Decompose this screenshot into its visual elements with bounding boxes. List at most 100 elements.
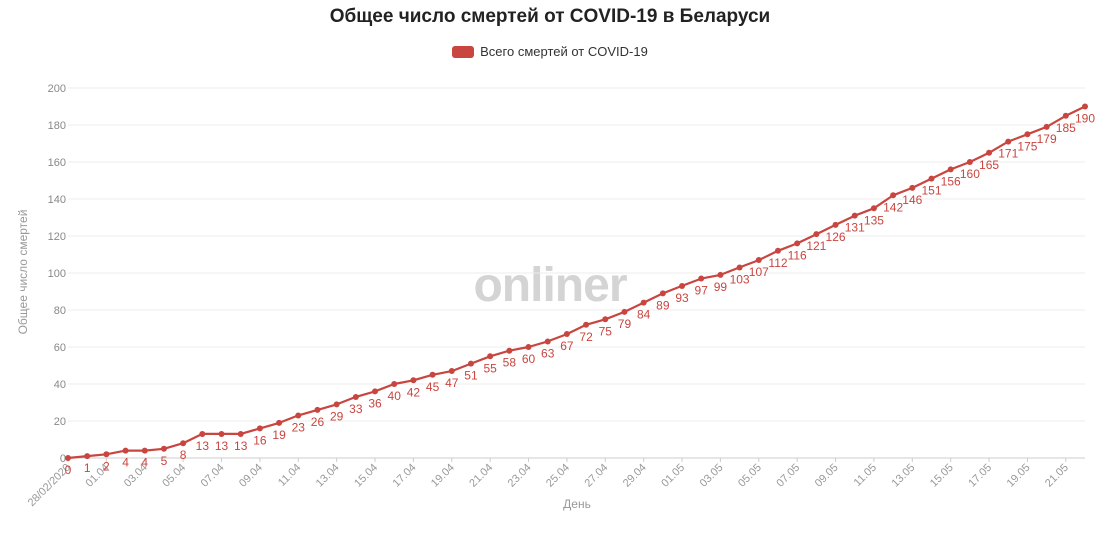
y-tick-label: 80	[54, 305, 66, 317]
data-label: 175	[1017, 139, 1037, 153]
data-point	[180, 440, 187, 447]
data-point	[909, 184, 916, 191]
data-label: 79	[618, 317, 632, 331]
x-tick-label: 11.05	[852, 462, 879, 489]
legend[interactable]: Всего смертей от COVID-19	[0, 44, 1100, 59]
data-point	[256, 425, 263, 432]
grid	[68, 87, 1085, 459]
data-label: 160	[960, 167, 980, 181]
data-point	[832, 221, 839, 228]
x-tick-label: 21.05	[1043, 462, 1071, 490]
x-tick-label: 13.05	[889, 462, 917, 490]
data-label: 26	[311, 415, 325, 429]
x-tick-label: 19.05	[1005, 462, 1033, 490]
data-label: 1	[84, 461, 91, 475]
x-tick-label: 01.05	[659, 462, 687, 490]
x-tick-label: 15.05	[928, 462, 956, 490]
data-point	[199, 430, 206, 437]
data-point	[237, 430, 244, 437]
data-label: 58	[503, 356, 517, 370]
x-tick-label: 07.05	[774, 462, 802, 490]
x-axis: 28/02/2020 01.04 03.04 05.04 07.04 09.04 11.04…	[26, 458, 1071, 509]
y-axis-label: Общее число смертей	[16, 210, 30, 335]
data-label: 47	[445, 376, 459, 390]
data-point	[563, 331, 570, 338]
data-label: 131	[845, 221, 865, 235]
data-point	[276, 419, 283, 426]
x-tick-label: 21.04	[467, 462, 495, 490]
data-point	[1062, 112, 1069, 119]
y-tick-label: 200	[48, 83, 66, 95]
y-tick-label: 160	[48, 157, 66, 169]
data-point	[506, 347, 513, 354]
x-tick-label: 17.05	[966, 462, 994, 490]
data-point	[813, 231, 820, 238]
data-point	[372, 388, 379, 395]
y-tick-label: 140	[48, 194, 66, 206]
data-point	[621, 308, 628, 315]
data-point	[333, 401, 340, 408]
data-label: 103	[730, 272, 750, 286]
data-point	[295, 412, 302, 419]
y-tick-label: 100	[48, 268, 66, 280]
data-label: 112	[768, 256, 787, 270]
data-point	[141, 447, 148, 454]
x-tick-label: 07.04	[199, 462, 227, 490]
data-label: 156	[941, 174, 961, 188]
data-point	[103, 451, 110, 458]
x-tick-label: 29.04	[621, 462, 649, 490]
legend-label: Всего смертей от COVID-19	[480, 44, 648, 59]
data-point	[84, 453, 91, 460]
data-point	[698, 275, 705, 282]
data-label: 29	[330, 409, 344, 423]
data-label: 36	[368, 396, 382, 410]
data-point	[1005, 138, 1012, 145]
data-label: 13	[215, 439, 229, 453]
data-label: 55	[483, 361, 497, 375]
data-label: 0	[65, 463, 72, 477]
data-point	[352, 393, 359, 400]
data-label: 72	[579, 330, 593, 344]
data-point	[1043, 123, 1050, 130]
x-tick-label: 27.04	[582, 462, 610, 490]
data-point	[314, 406, 321, 413]
data-label: 107	[749, 265, 769, 279]
data-label: 171	[998, 147, 1018, 161]
x-tick-label: 19.04	[429, 462, 457, 490]
data-label: 51	[464, 369, 478, 383]
y-tick-label: 0	[60, 453, 66, 465]
x-tick-label: 17.04	[391, 462, 419, 490]
watermark-logo: onliner	[473, 259, 627, 312]
data-point	[391, 381, 398, 387]
data-point	[870, 205, 877, 212]
data-label: 84	[637, 308, 651, 322]
data-point	[122, 447, 129, 454]
y-tick-label: 60	[54, 342, 66, 354]
data-point	[1024, 131, 1031, 138]
data-label: 146	[902, 193, 922, 207]
data-label: 2	[103, 459, 110, 473]
data-point	[986, 149, 993, 156]
data-label: 185	[1056, 121, 1076, 135]
data-point	[794, 240, 801, 247]
data-label: 33	[349, 402, 363, 416]
data-label: 60	[522, 352, 536, 366]
data-point	[851, 212, 858, 219]
y-tick-label: 180	[48, 120, 66, 132]
data-label: 63	[541, 346, 555, 360]
data-point	[947, 166, 954, 173]
data-point	[65, 455, 71, 461]
data-point	[640, 299, 647, 306]
chart-title: Общее число смертей от COVID-19 в Белару…	[329, 6, 771, 27]
data-point	[583, 321, 590, 328]
data-point	[487, 353, 494, 360]
data-label: 116	[788, 248, 807, 262]
data-label: 5	[161, 454, 168, 468]
data-point	[659, 290, 666, 297]
data-point	[966, 159, 973, 165]
legend-swatch	[452, 45, 475, 58]
x-tick-label: 11.04	[276, 462, 303, 489]
data-point	[448, 368, 455, 375]
